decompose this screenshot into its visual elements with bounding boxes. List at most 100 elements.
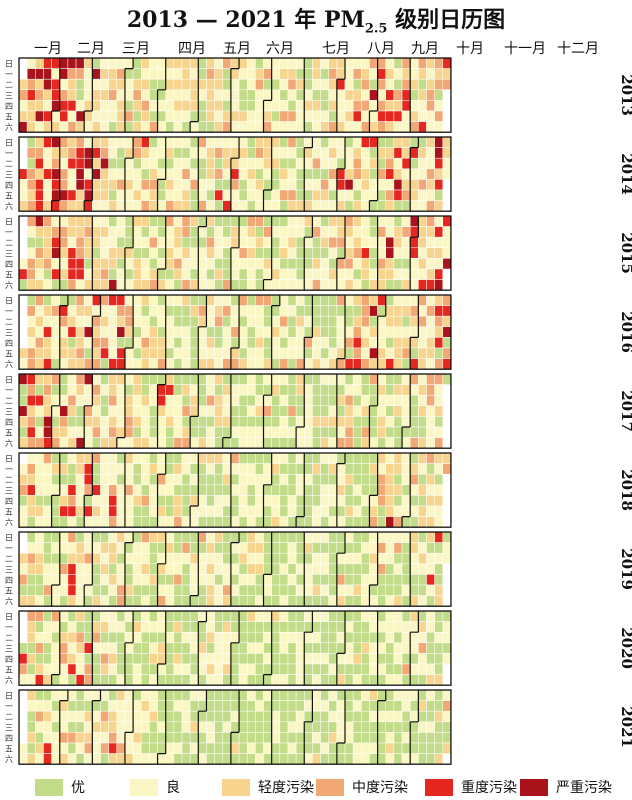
- day-cell: [43, 78, 52, 91]
- day-cell: [328, 473, 338, 486]
- day-cell: [344, 621, 354, 633]
- day-cell: [377, 426, 387, 438]
- day-cell: [67, 621, 77, 633]
- day-cell: [132, 484, 142, 496]
- day-cell: [173, 78, 183, 91]
- day-cell: [189, 473, 199, 486]
- day-cell: [100, 326, 109, 338]
- day-cell: [230, 68, 240, 80]
- day-cell: [43, 642, 52, 654]
- day-cell: [320, 89, 329, 101]
- day-cell: [263, 337, 272, 349]
- day-cell: [230, 642, 240, 654]
- day-cell: [409, 315, 419, 328]
- day-cell: [263, 542, 272, 554]
- day-cell: [92, 89, 101, 101]
- day-cell: [377, 473, 387, 486]
- day-cell: [214, 416, 224, 428]
- day-cell: [189, 226, 199, 238]
- day-cell: [312, 473, 321, 486]
- day-cell: [393, 689, 403, 701]
- day-cell: [124, 674, 134, 686]
- day-cell: [377, 610, 387, 622]
- day-cell: [124, 189, 134, 201]
- day-cell: [206, 531, 215, 543]
- weekday-label: 四: [5, 102, 13, 111]
- month-boundary: [59, 295, 419, 370]
- day-cell: [124, 247, 134, 259]
- day-cell: [198, 531, 207, 543]
- day-cell: [255, 258, 264, 270]
- day-cell: [59, 689, 69, 701]
- day-cell: [442, 742, 452, 754]
- day-cell: [108, 552, 118, 565]
- day-cell: [393, 505, 403, 517]
- day-cell: [230, 542, 240, 554]
- day-cell: [100, 700, 109, 712]
- day-cell: [181, 268, 191, 280]
- day-cell: [230, 373, 240, 385]
- year-outline: [18, 215, 452, 291]
- day-cell: [361, 347, 370, 359]
- day-cell: [328, 689, 338, 701]
- day-cell: [43, 394, 52, 407]
- day-cell: [312, 373, 321, 385]
- day-cell: [336, 337, 346, 349]
- day-cell: [352, 394, 362, 407]
- day-cell: [43, 484, 52, 496]
- day-cell: [320, 563, 329, 575]
- weekday-label: 一: [5, 544, 13, 553]
- day-cell: [51, 653, 60, 665]
- day-cell: [361, 473, 370, 486]
- day-cell: [230, 337, 240, 349]
- day-cell: [132, 78, 142, 91]
- day-cell: [67, 584, 77, 596]
- day-cell: [304, 531, 313, 543]
- day-cell: [230, 505, 240, 517]
- day-cell: [352, 563, 362, 575]
- day-cell: [75, 700, 85, 712]
- day-cell: [401, 610, 411, 622]
- day-cell: [116, 473, 126, 486]
- day-cell: [230, 147, 240, 159]
- day-cell: [59, 452, 69, 464]
- day-cell: [157, 68, 166, 80]
- day-cell: [83, 574, 93, 586]
- day-cell: [189, 315, 199, 328]
- day-cell: [279, 136, 289, 148]
- day-cell: [124, 326, 134, 338]
- day-cell: [26, 621, 36, 633]
- day-cell: [173, 531, 183, 543]
- day-cell: [26, 89, 36, 101]
- day-cell: [206, 516, 215, 528]
- day-cell: [255, 373, 264, 385]
- day-cell: [320, 753, 329, 765]
- day-cell: [189, 394, 199, 407]
- day-cell: [393, 78, 403, 91]
- day-cell: [35, 610, 44, 622]
- day-cell: [181, 732, 191, 744]
- day-cell: [149, 531, 158, 543]
- day-cell: [361, 484, 370, 496]
- day-cell: [51, 78, 60, 91]
- day-cell: [263, 78, 272, 91]
- day-cell: [116, 416, 126, 428]
- day-cell: [287, 563, 297, 575]
- day-cell: [26, 200, 36, 212]
- day-cell: [352, 200, 362, 212]
- day-cell: [426, 394, 435, 407]
- day-cell: [312, 279, 321, 291]
- day-cell: [352, 305, 362, 317]
- day-cell: [312, 505, 321, 517]
- day-cell: [352, 68, 362, 80]
- day-cell: [393, 437, 403, 449]
- day-cell: [409, 642, 419, 654]
- day-cell: [442, 732, 452, 744]
- day-cell: [409, 78, 419, 91]
- day-cell: [189, 584, 199, 596]
- day-cell: [59, 189, 69, 201]
- day-cell: [377, 710, 387, 723]
- day-cell: [328, 247, 338, 259]
- day-cell: [426, 147, 435, 159]
- day-cell: [434, 689, 444, 701]
